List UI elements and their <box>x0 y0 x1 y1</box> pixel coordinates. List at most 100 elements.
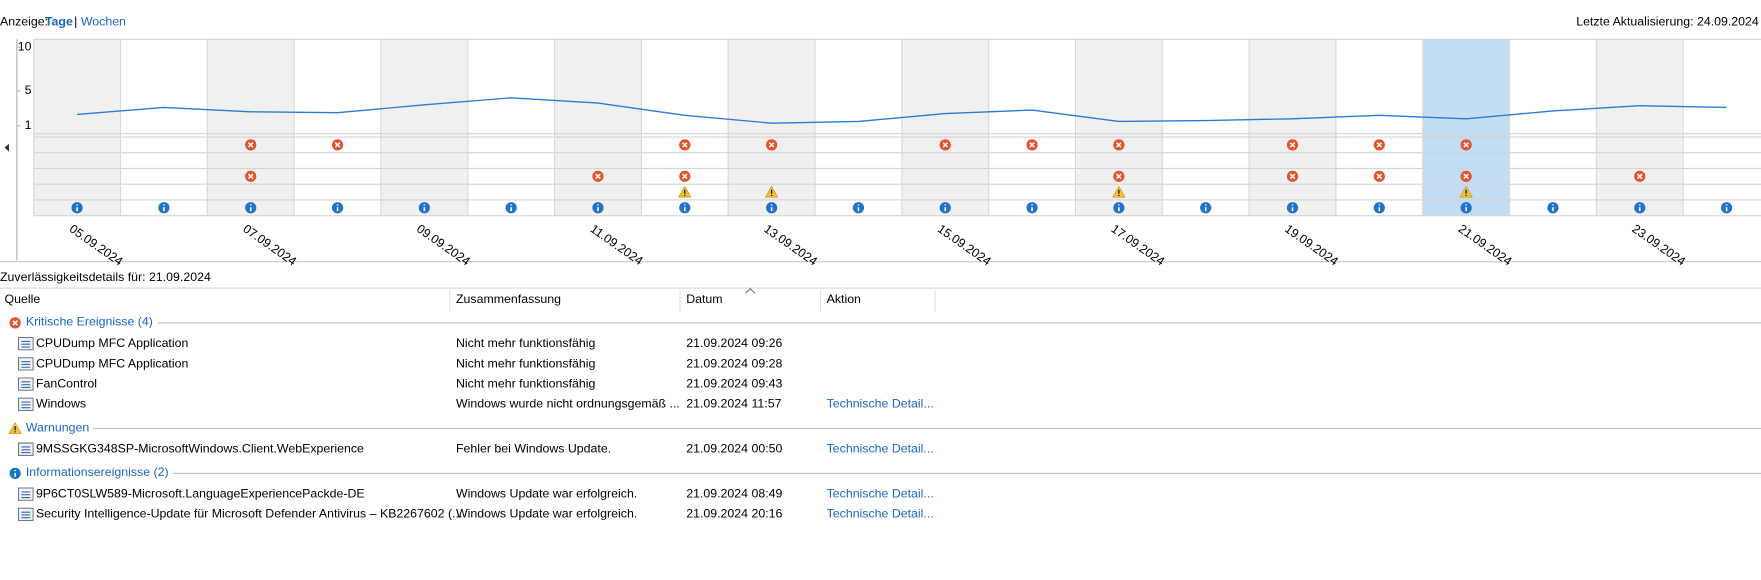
summary: Windows wurde nicht ordnungsgemäß ... <box>455 397 680 412</box>
summary: Nicht mehr funktionsfähig <box>455 336 596 351</box>
info-icon <box>852 202 865 214</box>
icon <box>9 467 21 479</box>
error-cross <box>682 173 688 180</box>
info-icon <box>1373 202 1385 214</box>
info-icon <box>766 202 778 214</box>
error-cross <box>1376 142 1383 148</box>
summary: Windows Update war erfolgreich. <box>455 507 638 522</box>
group-title[interactable]: Informationsereignisse (2) <box>25 466 169 480</box>
error-icon <box>1634 170 1646 182</box>
action-link[interactable]: Technische Detail... <box>826 487 934 501</box>
column-header[interactable]: Datum <box>686 293 723 307</box>
app-icon-lines <box>21 381 31 389</box>
app-icon-lines <box>21 340 31 348</box>
error-cross <box>1116 142 1122 148</box>
error-cross <box>595 173 601 180</box>
info-icon <box>158 202 170 214</box>
date: 21.09.2024 00:50 <box>686 442 783 456</box>
info-icon <box>1547 202 1559 214</box>
info-icon <box>1200 202 1212 214</box>
error-icon <box>679 170 691 182</box>
info-icon <box>939 202 951 214</box>
column-separator <box>449 289 451 313</box>
error-cross <box>768 142 775 148</box>
divider <box>0 287 1761 289</box>
info-icon <box>418 202 430 214</box>
error-icon <box>592 170 604 182</box>
date: 21.09.2024 11:57 <box>686 397 782 412</box>
day-column <box>901 39 989 216</box>
day-column <box>1596 39 1684 216</box>
group-line <box>157 322 1761 324</box>
day-column <box>207 39 295 216</box>
error-cross <box>1289 142 1296 148</box>
summary: Windows Update war erfolgreich. <box>455 487 638 501</box>
action-link[interactable]: Technische Detail... <box>826 507 934 522</box>
icon <box>9 317 21 329</box>
column-header[interactable]: Zusammenfassung <box>455 293 562 307</box>
error-icon <box>1460 139 1472 151</box>
date: 21.09.2024 09:26 <box>686 336 783 351</box>
column-header[interactable]: Quelle <box>4 293 41 307</box>
info-icon <box>1026 202 1038 214</box>
error-cross <box>1289 173 1296 180</box>
details-title: Zuverlässigkeitsdetails für: 21.09.2024 <box>0 270 211 285</box>
summary: Nicht mehr funktionsfähig <box>455 377 596 391</box>
column-separator <box>934 289 936 313</box>
error-icon <box>245 139 257 151</box>
view-days[interactable]: Tage <box>45 15 73 29</box>
app-icon-lines <box>21 511 31 519</box>
error-cross <box>12 320 18 326</box>
info-icon <box>1460 202 1472 214</box>
chart: Anzeige: Tage | Wochen Letzte Aktualisie… <box>0 15 1761 269</box>
source: Windows <box>35 397 87 412</box>
error-icon <box>9 317 21 329</box>
source: FanControl <box>35 377 98 391</box>
app-icon-lines <box>21 401 31 409</box>
error-icon <box>1113 170 1125 182</box>
column-header[interactable]: Aktion <box>826 293 861 307</box>
y-tick-label: 10 <box>18 39 32 53</box>
error-cross <box>1376 173 1383 180</box>
error-icon <box>679 139 691 151</box>
source: Security Intelligence-Update für Microso… <box>35 507 463 522</box>
date: 21.09.2024 09:43 <box>686 377 783 391</box>
view-weeks[interactable]: Wochen <box>81 15 126 29</box>
summary: Nicht mehr funktionsfähig <box>455 357 596 371</box>
date: 21.09.2024 08:49 <box>686 487 783 501</box>
app-icon-lines <box>21 491 31 499</box>
sort-indicator <box>745 287 756 294</box>
group-line <box>93 427 1761 430</box>
view-separator: | <box>74 15 77 29</box>
error-cross <box>334 142 341 148</box>
action-link[interactable]: Technische Detail... <box>826 397 934 412</box>
error-icon <box>1113 139 1125 151</box>
group-title[interactable]: Warnungen <box>25 421 90 435</box>
day-column <box>1249 39 1336 216</box>
group-title[interactable]: Kritische Ereignisse (4) <box>25 315 153 330</box>
app-icon-lines <box>21 446 31 454</box>
summary: Fehler bei Windows Update. <box>455 442 612 456</box>
warning-icon <box>678 185 692 198</box>
scroll-left[interactable] <box>4 143 9 152</box>
source: 9MSSGKG348SP-MicrosoftWindows.Client.Web… <box>35 442 364 456</box>
y-tick-label: 1 <box>25 118 32 132</box>
warning-icon <box>1112 185 1126 198</box>
error-icon <box>1026 139 1038 151</box>
column-separator <box>819 289 821 313</box>
info-icon <box>1634 202 1646 214</box>
info-icon <box>592 202 604 214</box>
info-icon <box>245 202 257 214</box>
error-cross <box>1029 142 1035 148</box>
icon <box>17 397 34 412</box>
action-link[interactable]: Technische Detail... <box>826 442 934 456</box>
info-icon <box>331 202 344 214</box>
info-icon <box>679 202 691 214</box>
error-icon <box>766 139 778 151</box>
info-icon <box>9 467 21 479</box>
icon <box>8 422 22 434</box>
error-cross <box>1116 173 1122 180</box>
date: 21.09.2024 09:28 <box>686 357 783 371</box>
icon <box>17 507 34 522</box>
